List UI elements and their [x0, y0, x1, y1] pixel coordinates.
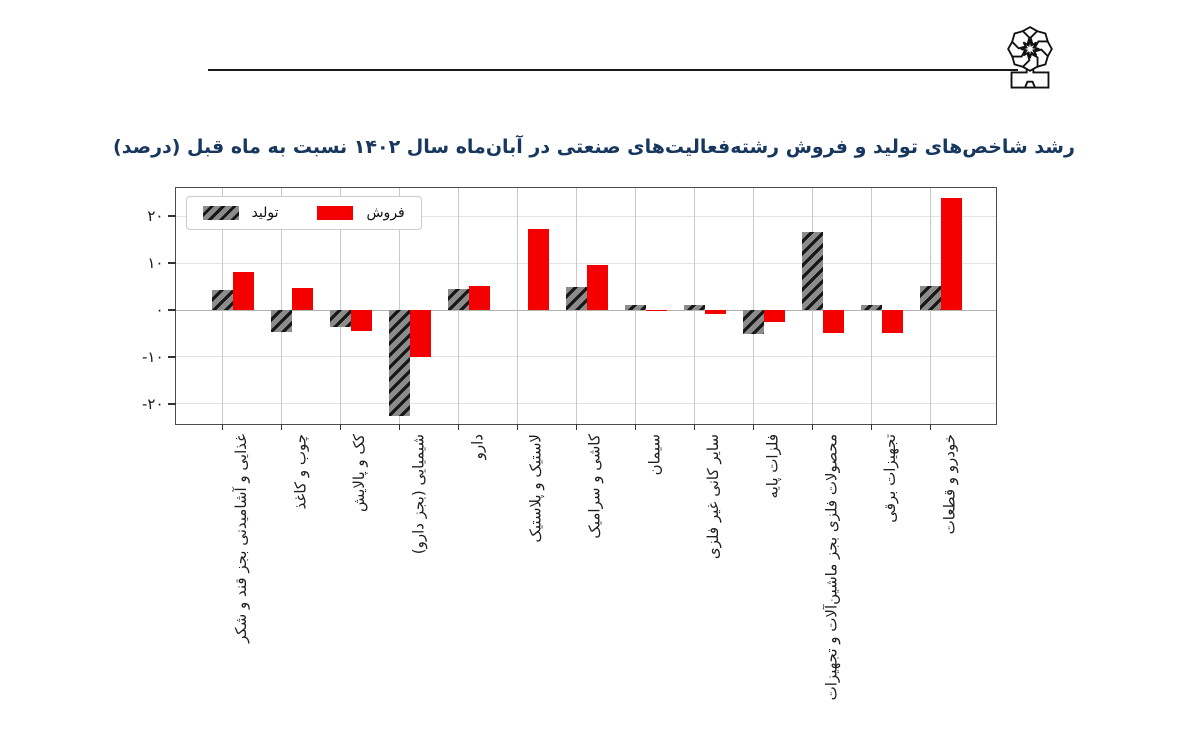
chart-title: رشد شاخص‌های تولید و فروش رشته‌فعالیت‌ها… [113, 136, 1075, 158]
production-bar [861, 305, 882, 310]
production-bar [271, 310, 292, 332]
plot-area: تولید فروش ۲۰ ۱۰ ۰ -۱۰ -۲۰ [142, 186, 997, 430]
y-tick-label: ۲۰ [147, 207, 164, 226]
x-tick-mark [870, 423, 873, 430]
x-tick-mark [516, 423, 519, 430]
x-tick-label: تجهیزات برقی [881, 434, 899, 523]
sales-bar [410, 310, 431, 357]
y-tick-mark [167, 356, 176, 358]
production-bar [448, 289, 469, 310]
x-tick-label: شیمیایی (بجز دارو) [409, 434, 427, 555]
x-tick-mark [752, 423, 755, 430]
production-bar [743, 310, 764, 335]
production-bar [330, 310, 351, 328]
production-bar [802, 231, 823, 310]
geometric-rosette-logo-icon [1007, 26, 1053, 89]
sales-bar [705, 310, 726, 314]
production-bar [684, 305, 705, 310]
x-tick-mark [693, 423, 696, 430]
y-gridline [175, 403, 996, 405]
chart-legend: تولید فروش [185, 195, 422, 230]
sales-legend-label: فروش [366, 204, 405, 221]
production-bar [212, 290, 233, 310]
x-tick-label: کاشی و سرامیک [586, 434, 604, 539]
production-legend-swatch [202, 205, 239, 220]
x-tick-mark [398, 423, 401, 430]
y-tick-mark [167, 309, 176, 311]
production-bar [389, 310, 410, 416]
sales-bar [646, 310, 667, 311]
y-gridline [175, 309, 996, 311]
y-tick-label: -۲۰ [141, 394, 164, 413]
y-gridline [175, 356, 996, 358]
sales-bar [528, 229, 549, 310]
x-tick-mark [457, 423, 460, 430]
x-tick-label: دارو [468, 434, 486, 460]
x-tick-label: محصولات فلزی بجز ماشین‌آلات و تجهیزات [822, 434, 840, 701]
y-tick-mark [167, 215, 176, 217]
x-tick-label: سیمان [645, 434, 663, 476]
sales-legend-swatch [317, 205, 354, 220]
y-tick-label: -۱۰ [141, 347, 164, 366]
x-tick-mark [221, 423, 224, 430]
sales-bar [469, 286, 490, 310]
production-bar [625, 305, 646, 310]
sales-bar [351, 310, 372, 331]
category-gridline [399, 187, 400, 424]
x-tick-label: چوب و کاغذ [291, 434, 309, 510]
x-tick-label: لاستیک و پلاستیک [527, 434, 545, 543]
production-legend-label: تولید [251, 204, 279, 221]
y-tick-label: ۱۰ [147, 254, 164, 273]
y-gridline [175, 215, 996, 217]
x-tick-mark [929, 423, 932, 430]
sales-bar [941, 197, 962, 310]
production-bar [566, 286, 587, 310]
x-tick-label: سایر کانی غیر فلزی [704, 434, 722, 560]
x-tick-mark [339, 423, 342, 430]
production-bar [920, 285, 941, 310]
x-tick-mark [575, 423, 578, 430]
sales-bar [823, 310, 844, 334]
x-tick-label: فلزات پایه [763, 434, 781, 499]
y-tick-label: ۰ [155, 301, 164, 319]
category-gridline [753, 187, 754, 424]
x-tick-mark [634, 423, 637, 430]
y-tick-mark [167, 262, 176, 264]
sales-bar [233, 272, 254, 310]
y-gridline [175, 262, 996, 264]
x-tick-mark [811, 423, 814, 430]
sales-bar [292, 288, 313, 310]
sales-bar [587, 265, 608, 310]
header-divider [208, 69, 1018, 71]
x-tick-mark [280, 423, 283, 430]
category-gridline [340, 187, 341, 424]
x-tick-label: خودرو و قطعات [940, 434, 958, 535]
category-gridline [517, 187, 518, 424]
category-gridline [281, 187, 282, 424]
sales-bar [882, 310, 903, 334]
sales-bar [764, 310, 785, 323]
y-tick-mark [167, 403, 176, 405]
x-tick-label: کک و پالایش [350, 434, 368, 512]
x-tick-label: غذایی و آشامیدنی بجز قند و شکر [232, 434, 250, 643]
